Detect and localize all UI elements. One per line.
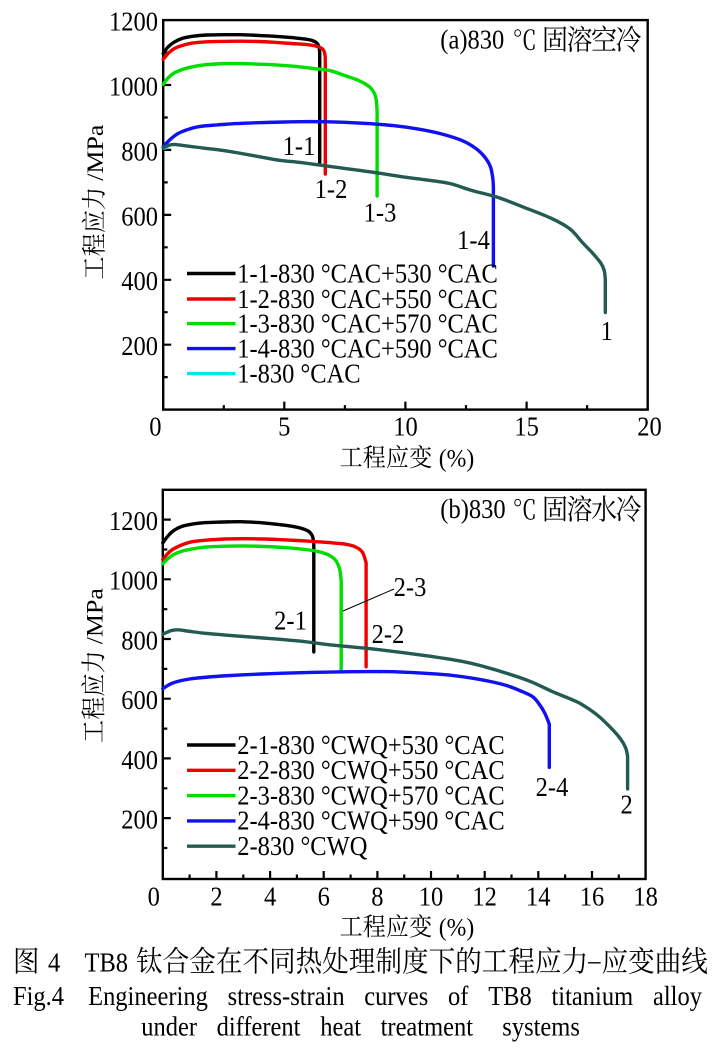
svg-text:1-3: 1-3 <box>364 197 397 227</box>
svg-text:1000: 1000 <box>109 566 158 596</box>
svg-text:1200: 1200 <box>109 506 158 536</box>
svg-text:different: different <box>217 1011 301 1041</box>
svg-text:(a)830: (a)830 <box>440 24 504 54</box>
svg-text:1-4-830 °CAC+590 °CAC: 1-4-830 °CAC+590 °CAC <box>237 333 498 363</box>
svg-text:(b)830: (b)830 <box>440 494 505 524</box>
svg-text:0: 0 <box>149 412 161 442</box>
svg-text:4: 4 <box>48 947 60 977</box>
svg-text:1: 1 <box>601 316 613 346</box>
svg-text:2-3: 2-3 <box>394 572 427 602</box>
svg-text:Engineering: Engineering <box>88 981 208 1011</box>
svg-text:800: 800 <box>121 136 158 166</box>
svg-text:2-4-830 °CWQ+590 °CAC: 2-4-830 °CWQ+590 °CAC <box>237 806 504 836</box>
svg-text:(%): (%) <box>439 444 475 472</box>
svg-text:0: 0 <box>148 881 160 911</box>
svg-text:heat: heat <box>320 1011 361 1041</box>
svg-text:5: 5 <box>278 412 290 442</box>
svg-text:1-3-830 °CAC+570 °CAC: 1-3-830 °CAC+570 °CAC <box>237 308 498 338</box>
svg-text:2-1: 2-1 <box>274 606 307 636</box>
svg-text:stress-strain: stress-strain <box>228 981 345 1011</box>
svg-text:8: 8 <box>371 881 383 911</box>
svg-text:1-830 °CAC: 1-830 °CAC <box>237 358 360 388</box>
svg-text:curves: curves <box>364 981 428 1011</box>
svg-text:/MPa: /MPa <box>83 125 109 181</box>
svg-text:2-2: 2-2 <box>372 619 405 649</box>
svg-text:200: 200 <box>121 804 158 834</box>
svg-text:(%): (%) <box>439 914 475 942</box>
svg-text:4: 4 <box>264 881 276 911</box>
svg-text:2-830 °CWQ: 2-830 °CWQ <box>237 831 368 861</box>
svg-text:400: 400 <box>121 266 158 296</box>
svg-text:1-2-830 °CAC+550 °CAC: 1-2-830 °CAC+550 °CAC <box>237 284 498 314</box>
svg-text:15: 15 <box>514 412 538 442</box>
svg-text:14: 14 <box>526 881 551 911</box>
svg-text:1000: 1000 <box>109 71 158 101</box>
svg-text:10: 10 <box>419 881 443 911</box>
svg-text:400: 400 <box>121 745 158 775</box>
svg-text:–: – <box>587 945 601 975</box>
svg-text:18: 18 <box>633 881 657 911</box>
svg-text:6: 6 <box>318 881 330 911</box>
svg-text:200: 200 <box>121 331 158 361</box>
svg-text:600: 600 <box>121 201 158 231</box>
svg-text:600: 600 <box>121 685 158 715</box>
svg-text:2-1-830 °CWQ+530 °CAC: 2-1-830 °CWQ+530 °CAC <box>237 730 504 760</box>
svg-text:1-2: 1-2 <box>315 174 348 204</box>
svg-text:10: 10 <box>393 412 417 442</box>
svg-text:2-3-830 °CWQ+570 °CAC: 2-3-830 °CWQ+570 °CAC <box>237 780 504 810</box>
svg-text:/MPa: /MPa <box>83 588 109 644</box>
svg-text:TB8: TB8 <box>488 981 532 1011</box>
svg-text:1-4: 1-4 <box>457 225 490 255</box>
svg-text:1-1: 1-1 <box>283 131 316 161</box>
svg-text:2: 2 <box>620 790 632 820</box>
svg-text:1200: 1200 <box>109 6 158 36</box>
svg-text:2-2-830 °CWQ+550 °CAC: 2-2-830 °CWQ+550 °CAC <box>237 755 504 785</box>
svg-text:treatment: treatment <box>381 1011 473 1041</box>
svg-text:2-4: 2-4 <box>536 772 569 802</box>
svg-text:under: under <box>141 1011 197 1041</box>
svg-text:800: 800 <box>121 625 158 655</box>
svg-text:16: 16 <box>580 881 605 911</box>
svg-text:systems: systems <box>502 1011 580 1041</box>
svg-text:titanium: titanium <box>552 981 634 1011</box>
svg-text:alloy: alloy <box>653 981 702 1011</box>
svg-text:1-1-830 °CAC+530 °CAC: 1-1-830 °CAC+530 °CAC <box>237 258 498 288</box>
svg-text:of: of <box>448 981 469 1011</box>
svg-text:12: 12 <box>472 881 496 911</box>
svg-text:2: 2 <box>210 881 222 911</box>
svg-text:TB8: TB8 <box>85 947 129 977</box>
svg-text:Fig.4: Fig.4 <box>13 981 64 1011</box>
svg-text:20: 20 <box>637 412 661 442</box>
